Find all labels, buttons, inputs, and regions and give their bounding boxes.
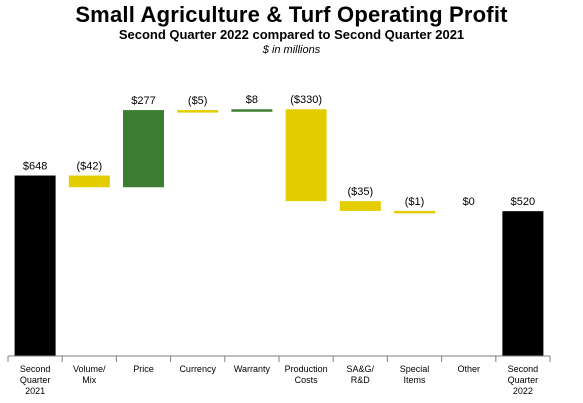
bar-3 [177,110,219,113]
data-label-9: $520 [511,196,535,208]
x-tick-label-0: Second Quarter 2021 [20,364,51,396]
chart-title: Small Agriculture & Turf Operating Profi… [75,2,508,27]
x-tick-label-4: Warranty [234,364,271,374]
chart-subtitle: Second Quarter 2022 compared to Second Q… [118,27,465,42]
bar-1 [68,175,110,188]
units-note: $ in millions [262,44,321,56]
x-tick-label-2: Price [133,364,154,374]
data-label-3: ($5) [188,95,208,107]
bar-4 [231,109,273,112]
data-label-8: $0 [463,196,475,208]
bar-7 [394,210,435,214]
data-label-7: ($1) [405,196,425,208]
bar-0 [14,175,56,356]
bar-5 [285,109,327,202]
x-tick-label-8: Other [457,364,480,374]
x-tick-label-9: Second Quarter 2022 [508,364,539,396]
data-label-5: ($330) [290,94,322,106]
bar-9 [502,211,544,356]
x-tick-label-3: Currency [179,364,216,374]
data-label-2: $277 [131,95,155,107]
bar-6 [339,201,381,211]
data-label-1: ($42) [76,161,102,173]
data-label-0: $648 [23,161,47,173]
data-label-6: ($35) [347,186,373,198]
data-label-4: $8 [246,94,258,106]
x-tick-label-5: Production Costs [285,364,328,385]
x-tick-label-6: SA&G/R&D [347,364,375,385]
x-tick-label-1: Volume/Mix [73,364,106,385]
bar-2 [123,110,164,188]
x-tick-label-7: Special Items [400,364,430,385]
